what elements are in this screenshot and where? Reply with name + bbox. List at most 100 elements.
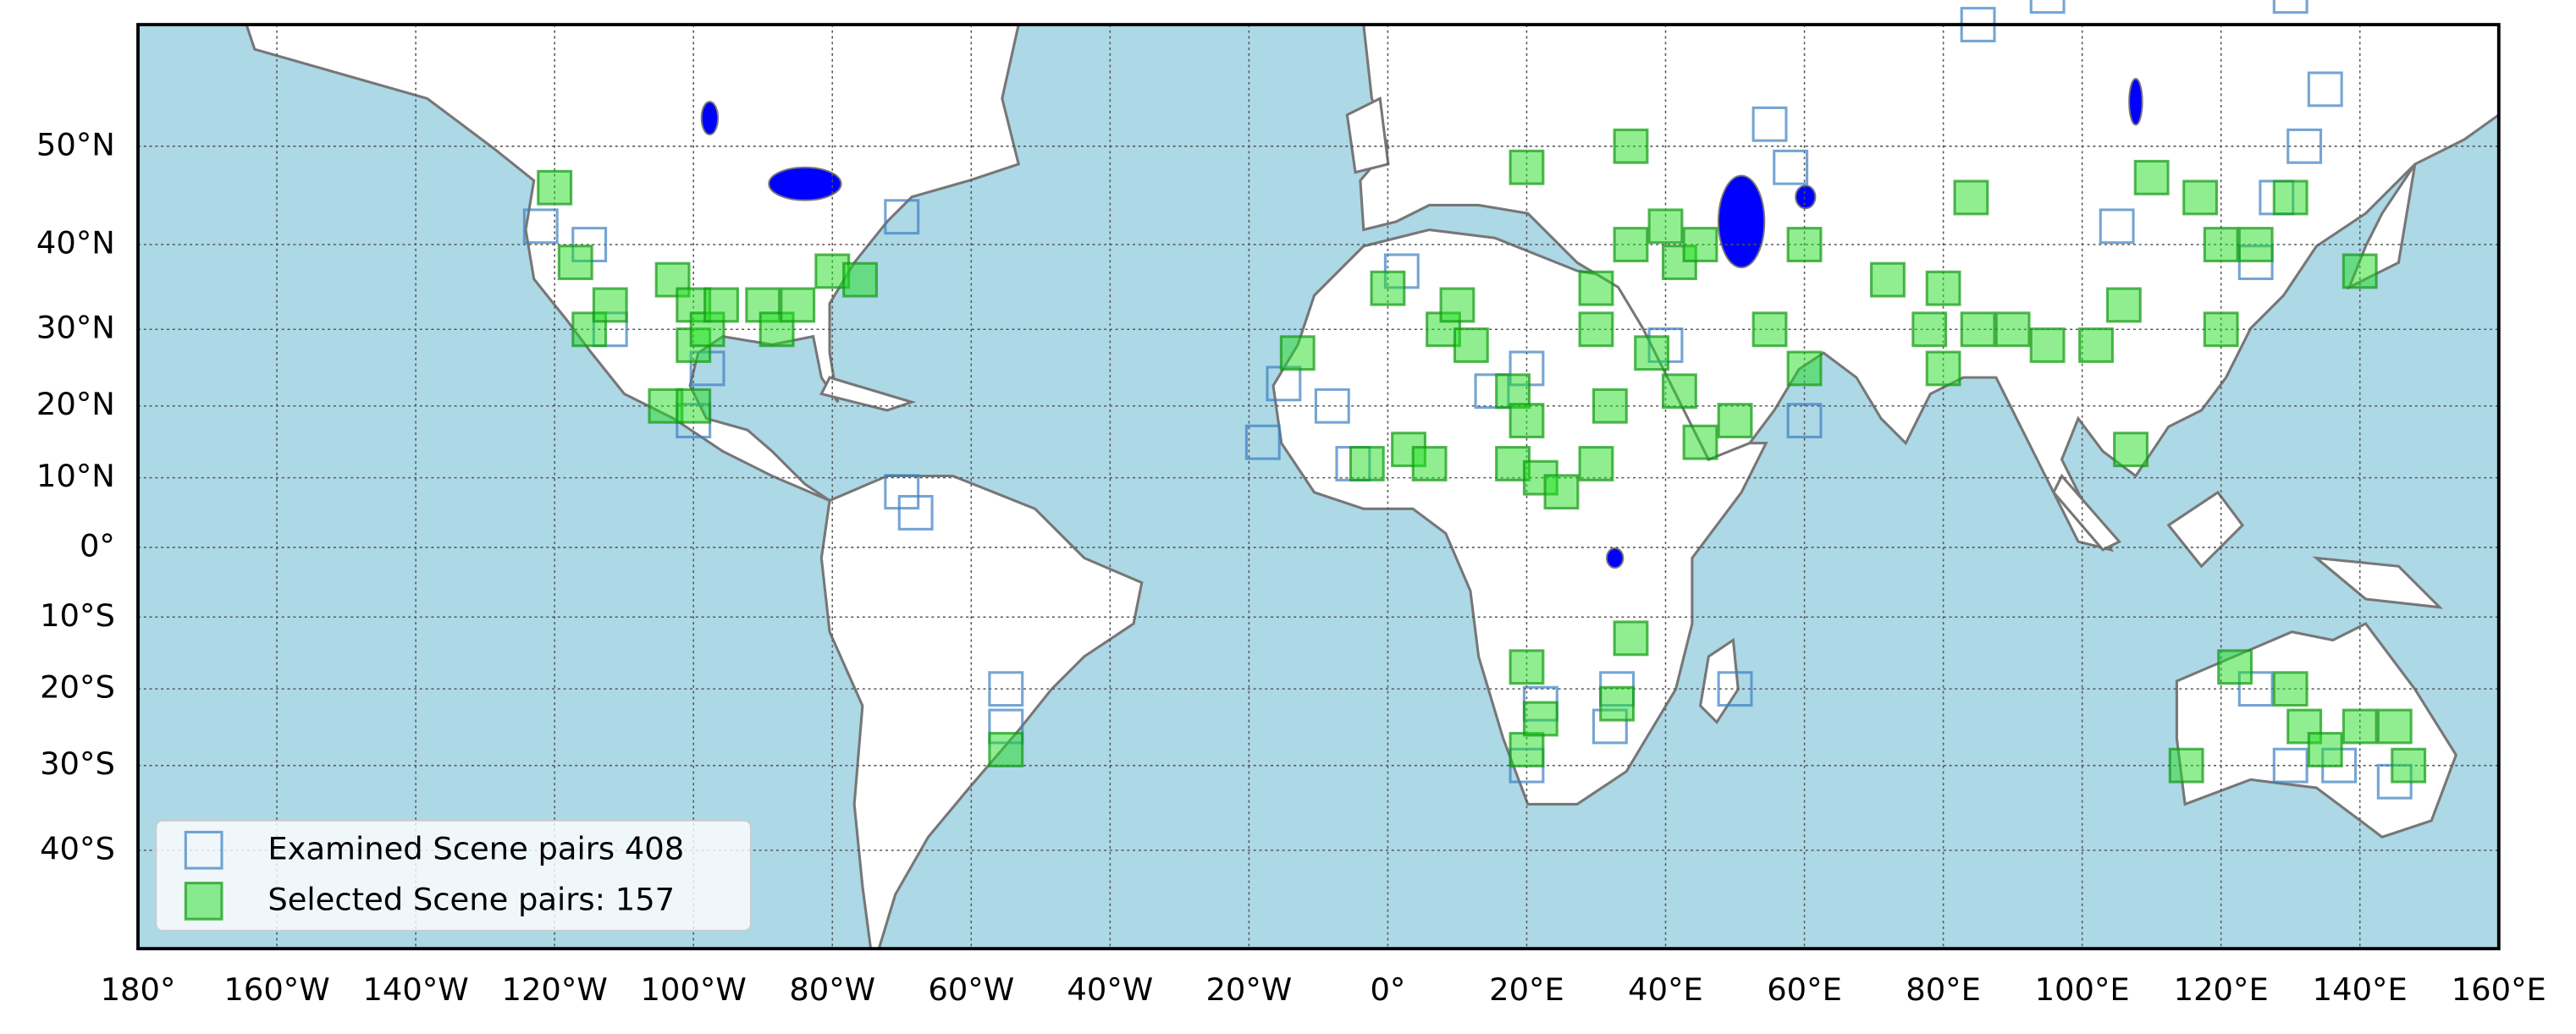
scene-square [1370,270,1406,306]
x-tick-label: 20°W [1205,971,1292,1008]
x-tick-label: 20°E [1489,971,1564,1008]
scenes [522,0,2427,800]
y-tick-label: 10°N [36,458,115,494]
x-tick-label: 60°W [928,971,1014,1008]
legend: Examined Scene pairs 408 Selected Scene p… [155,819,752,932]
scene-square [1994,311,2031,348]
x-tick-label: 0° [1370,971,1405,1008]
y-tick-label: 0° [80,527,115,564]
x-tick-label: 60°E [1767,971,1842,1008]
x-tick-label: 40°W [1067,971,1153,1008]
scene-square [1911,311,1948,348]
y-tick-label: 40°S [40,830,115,866]
scene-square [1599,685,1636,722]
lake-winnipeg [700,101,720,136]
scene-square [1953,179,1989,216]
scene-square [884,199,920,235]
legend-label: Examined Scene pairs 408 [268,830,684,866]
scene-square [842,261,879,298]
scene-square [884,474,920,510]
x-tick-label: 120°E [2174,971,2269,1008]
frame [136,23,2501,951]
x-tick-label: 160°E [2452,971,2546,1008]
scene-square [1613,128,1649,164]
scene-square [2078,327,2115,363]
scene-square [557,245,593,281]
scene-square [1244,424,1281,460]
scene-square [1786,403,1823,439]
scene-square [592,287,628,323]
scene-square [1578,311,1614,348]
scene-square [988,671,1024,707]
scene-square [1591,388,1628,424]
caspian-sea [1717,174,1766,269]
scene-square [1411,446,1448,481]
scene-square [2133,159,2170,195]
x-tick-label: 40°E [1628,971,1703,1008]
scene-square [1661,245,1697,281]
y-tick-label: 10°S [40,597,115,634]
sumatra [2052,473,2121,552]
lake-victoria [1606,547,1624,569]
scene-square [1717,671,1753,707]
great-lakes [768,166,842,201]
scene-square [2105,287,2142,323]
scene-square [2203,227,2239,262]
scene-square [1870,261,1906,298]
scene-square [1751,106,1788,142]
scene-square [2342,253,2378,289]
scene-square [1717,403,1753,439]
x-tick-label: 140°E [2313,971,2408,1008]
scene-square [2272,671,2308,707]
x-tick-label: 80°E [1906,971,1981,1008]
scene-square [2217,649,2253,685]
scene-square [1509,149,1545,185]
legend-swatch [184,881,223,921]
scene-square [1613,227,1649,262]
scene-square [1613,620,1649,657]
scene-square [1925,270,1961,306]
scene-square [2182,179,2219,216]
y-tick-label: 40°N [36,225,115,261]
scene-square [1279,335,1316,371]
scene-square [1773,149,1809,185]
aral-sea [1795,184,1817,210]
cuba [819,376,917,412]
x-tick-label: 120°W [502,971,608,1008]
x-tick-label: 180° [101,971,176,1008]
legend-label: Selected Scene pairs: 157 [268,881,675,917]
y-tick-label: 20°N [36,386,115,422]
scene-square [1751,311,1788,348]
scene-square [2168,747,2204,784]
scene-square [1314,388,1350,424]
scene-square [1509,403,1545,439]
scene-square [2286,128,2323,164]
south-america [819,474,1144,949]
scene-square [1786,350,1823,387]
scene-square [2272,747,2308,784]
scene-square [2286,708,2323,745]
scene-square [1960,311,1996,348]
scene-square [522,208,559,245]
scene-square [897,495,934,531]
legend-box [155,819,752,932]
legend-swatch [184,830,223,870]
scene-square [2029,0,2066,14]
scene-square [2342,708,2378,745]
scene-square [676,388,712,424]
scene-square [1453,327,1489,363]
y-tick-label: 20°S [40,669,115,706]
scene-square [1682,424,1718,460]
y-tick-label: 30°N [36,310,115,346]
scene-square [1647,208,1684,245]
scene-square [537,169,573,206]
new-guinea [2312,556,2444,609]
scene-square [2272,179,2308,216]
x-tick-label: 140°W [362,971,468,1008]
lake-baikal [2128,78,2143,126]
scene-square [780,287,816,323]
y-tick-label: 50°N [36,126,115,162]
scene-square [1522,701,1558,737]
